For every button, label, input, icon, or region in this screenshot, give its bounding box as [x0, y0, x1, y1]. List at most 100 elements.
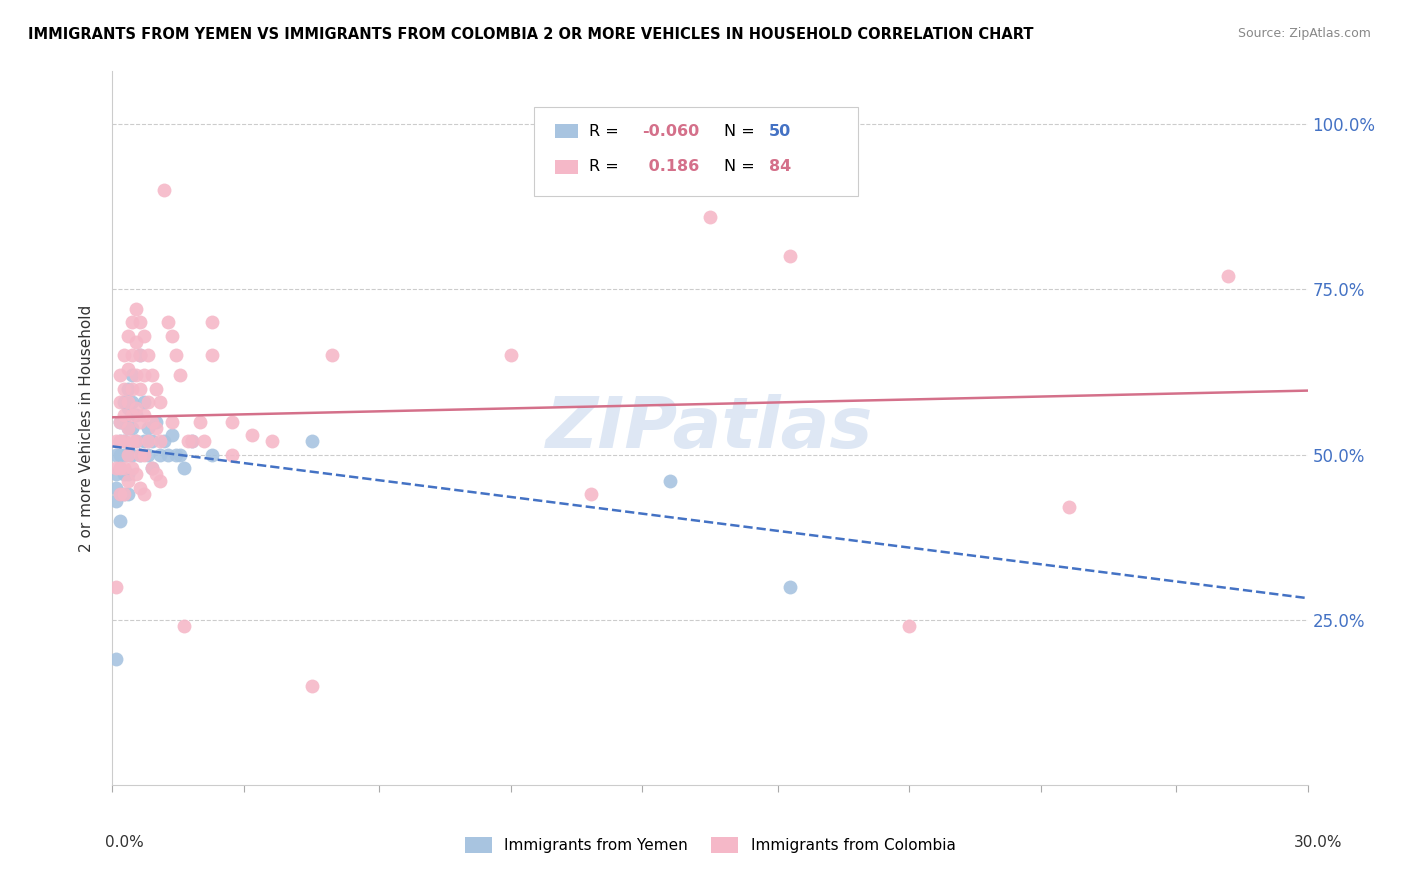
- Point: [149, 394, 172, 409]
- Point: [169, 448, 191, 462]
- Point: [134, 368, 156, 383]
- Text: N =: N =: [724, 124, 761, 138]
- Point: [121, 315, 143, 329]
- Point: [110, 460, 132, 475]
- Point: [121, 421, 143, 435]
- Text: Source: ZipAtlas.com: Source: ZipAtlas.com: [1237, 27, 1371, 40]
- Text: IMMIGRANTS FROM YEMEN VS IMMIGRANTS FROM COLOMBIA 2 OR MORE VEHICLES IN HOUSEHOL: IMMIGRANTS FROM YEMEN VS IMMIGRANTS FROM…: [28, 27, 1033, 42]
- Point: [114, 408, 135, 422]
- Point: [779, 580, 801, 594]
- Point: [117, 474, 139, 488]
- Point: [898, 619, 921, 633]
- Point: [117, 421, 139, 435]
- Point: [117, 382, 139, 396]
- Point: [114, 415, 135, 429]
- Point: [699, 210, 721, 224]
- Point: [121, 368, 143, 383]
- Point: [138, 421, 160, 435]
- Point: [105, 460, 128, 475]
- Point: [110, 460, 132, 475]
- Point: [145, 382, 167, 396]
- Point: [129, 382, 152, 396]
- Point: [125, 368, 148, 383]
- Point: [188, 415, 211, 429]
- Point: [121, 394, 143, 409]
- Point: [134, 434, 156, 449]
- Point: [149, 474, 172, 488]
- Point: [129, 448, 152, 462]
- Point: [125, 302, 148, 317]
- Point: [110, 368, 132, 383]
- Point: [129, 481, 152, 495]
- Point: [125, 434, 148, 449]
- Y-axis label: 2 or more Vehicles in Household: 2 or more Vehicles in Household: [79, 304, 94, 552]
- Point: [117, 361, 139, 376]
- Text: 50: 50: [769, 124, 792, 138]
- Point: [114, 349, 135, 363]
- Point: [301, 679, 323, 693]
- Point: [157, 448, 180, 462]
- Point: [105, 493, 128, 508]
- Point: [114, 487, 135, 501]
- Point: [138, 448, 160, 462]
- Point: [121, 349, 143, 363]
- Point: [117, 448, 139, 462]
- Point: [114, 434, 135, 449]
- Point: [129, 349, 152, 363]
- Point: [134, 328, 156, 343]
- Point: [114, 467, 135, 482]
- Legend: Immigrants from Yemen, Immigrants from Colombia: Immigrants from Yemen, Immigrants from C…: [458, 831, 962, 859]
- Point: [181, 434, 204, 449]
- Point: [153, 434, 176, 449]
- Point: [321, 349, 343, 363]
- Point: [105, 467, 128, 482]
- Point: [221, 415, 243, 429]
- Point: [779, 249, 801, 263]
- Point: [117, 401, 139, 416]
- Point: [117, 487, 139, 501]
- Point: [141, 460, 163, 475]
- Point: [173, 460, 195, 475]
- Point: [110, 487, 132, 501]
- Point: [260, 434, 283, 449]
- Point: [114, 434, 135, 449]
- Text: ZIPatlas: ZIPatlas: [547, 393, 873, 463]
- Point: [138, 394, 160, 409]
- Point: [138, 349, 160, 363]
- Point: [110, 415, 132, 429]
- Point: [177, 434, 200, 449]
- Point: [129, 349, 152, 363]
- Point: [110, 448, 132, 462]
- Point: [114, 460, 135, 475]
- Point: [117, 394, 139, 409]
- Point: [173, 619, 195, 633]
- Point: [105, 448, 128, 462]
- Point: [165, 448, 187, 462]
- Point: [149, 448, 172, 462]
- Text: 30.0%: 30.0%: [1295, 836, 1343, 850]
- Point: [134, 487, 156, 501]
- Point: [1057, 500, 1080, 515]
- Point: [121, 434, 143, 449]
- Point: [240, 427, 263, 442]
- Point: [125, 335, 148, 350]
- Point: [165, 349, 187, 363]
- Text: 0.0%: 0.0%: [105, 836, 145, 850]
- Point: [121, 408, 143, 422]
- Point: [110, 434, 132, 449]
- Point: [110, 415, 132, 429]
- Point: [141, 460, 163, 475]
- Point: [117, 467, 139, 482]
- Point: [110, 487, 132, 501]
- Point: [114, 394, 135, 409]
- Point: [141, 434, 163, 449]
- Text: R =: R =: [589, 124, 624, 138]
- Point: [110, 434, 132, 449]
- Point: [145, 421, 167, 435]
- Point: [301, 434, 323, 449]
- Point: [141, 368, 163, 383]
- Point: [145, 467, 167, 482]
- Point: [193, 434, 215, 449]
- Point: [134, 448, 156, 462]
- Point: [129, 448, 152, 462]
